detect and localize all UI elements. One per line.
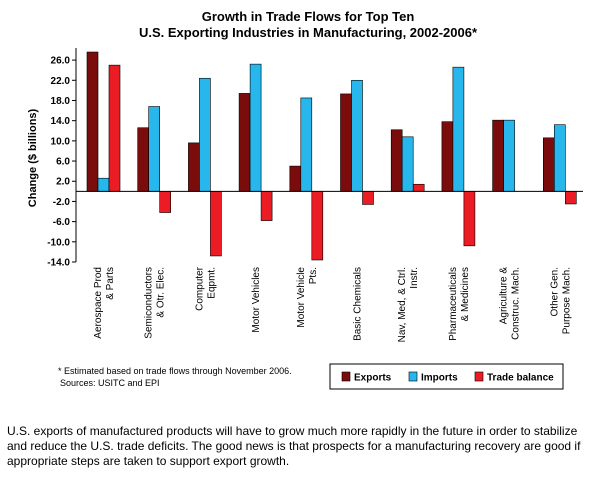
bar-trade-balance bbox=[362, 191, 374, 205]
y-tick-label: 22.0 bbox=[51, 76, 71, 87]
bar-imports bbox=[148, 106, 160, 192]
y-tick-label: 26.0 bbox=[51, 56, 71, 67]
footnote: * Estimated based on trade flows through… bbox=[58, 366, 292, 376]
bar-trade-balance bbox=[210, 191, 222, 257]
legend: Exports Imports Trade balance bbox=[329, 363, 564, 390]
bar-imports bbox=[503, 119, 515, 192]
bar-imports bbox=[452, 66, 465, 192]
category-label: Basic Chemicals bbox=[353, 267, 364, 341]
bar-exports bbox=[137, 127, 149, 192]
chart-title-line1: Growth in Trade Flows for Top Ten bbox=[202, 9, 415, 24]
bar-exports bbox=[441, 121, 454, 192]
legend-swatch bbox=[408, 371, 418, 382]
bar-trade-balance bbox=[412, 183, 425, 192]
bar-imports bbox=[300, 97, 313, 192]
bar-exports bbox=[340, 93, 352, 192]
legend-label: Exports bbox=[354, 373, 392, 384]
bar-imports bbox=[249, 63, 262, 192]
caption-text: U.S. exports of manufactured products wi… bbox=[7, 424, 581, 468]
category-label: ComputerEqpmt. bbox=[194, 266, 217, 311]
bar-trade-balance bbox=[260, 191, 273, 221]
bar-imports bbox=[351, 79, 363, 192]
category-label: Pharmaceuticals& Medicines bbox=[448, 267, 471, 341]
bar-trade-balance bbox=[463, 191, 476, 247]
y-axis-label: Change ($ billions) bbox=[27, 108, 39, 207]
bar-trade-balance bbox=[159, 191, 171, 213]
bar-exports bbox=[542, 137, 555, 192]
bar-exports bbox=[188, 142, 200, 192]
y-tick-label: 18.0 bbox=[51, 96, 71, 107]
category-label: Agriculture &Construc. Mach. bbox=[499, 267, 522, 340]
category-label: Other Gen.Purpose Mach. bbox=[549, 267, 572, 334]
bar-exports bbox=[492, 119, 504, 192]
legend-label: Trade balance bbox=[487, 373, 554, 384]
bar-trade-balance bbox=[564, 191, 577, 205]
bar-imports bbox=[553, 124, 566, 192]
bar-exports bbox=[86, 51, 99, 192]
category-label: Motor VehiclePts. bbox=[296, 267, 319, 328]
legend-box bbox=[329, 363, 564, 390]
y-tick-label: 10.0 bbox=[51, 136, 71, 147]
sources: Sources: USITC and EPI bbox=[60, 378, 160, 388]
bar-imports bbox=[401, 136, 414, 192]
category-label: Aerospace Prod& Parts bbox=[93, 267, 116, 339]
legend-swatch bbox=[341, 371, 351, 382]
bar-trade-balance bbox=[311, 191, 324, 261]
bar-imports bbox=[199, 77, 211, 192]
y-tick-label: -10.0 bbox=[47, 237, 70, 248]
bar-exports bbox=[238, 93, 251, 192]
y-tick-label: -14.0 bbox=[47, 258, 70, 269]
y-tick-label: -6.0 bbox=[53, 217, 71, 228]
trade-flows-chart: Growth in Trade Flows for Top Ten U.S. E… bbox=[27, 9, 583, 390]
y-tick-label: 2.0 bbox=[56, 177, 70, 188]
y-tick-label: 6.0 bbox=[56, 157, 70, 168]
bar-trade-balance bbox=[108, 64, 121, 192]
chart-title-line2: U.S. Exporting Industries in Manufacturi… bbox=[139, 25, 478, 40]
bar-exports bbox=[390, 129, 403, 192]
bar-exports bbox=[289, 165, 302, 192]
legend-swatch bbox=[474, 371, 484, 382]
y-tick-label: -2.0 bbox=[53, 197, 71, 208]
legend-label: Imports bbox=[421, 373, 458, 384]
bar-imports bbox=[97, 177, 110, 192]
y-tick-label: 14.0 bbox=[51, 116, 71, 127]
category-label: Nav, Med, & Ctrl.Instr. bbox=[397, 267, 420, 342]
category-label: Semiconductors& Otr. Elec. bbox=[144, 267, 167, 339]
category-label: Motor Vehicles bbox=[251, 267, 262, 333]
